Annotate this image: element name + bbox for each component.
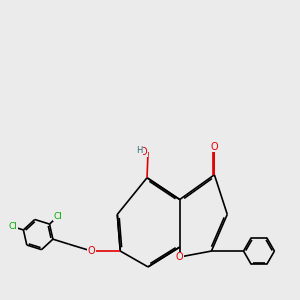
Text: Cl: Cl [8, 222, 17, 231]
Text: Cl: Cl [53, 212, 62, 221]
Text: O: O [140, 147, 147, 157]
Text: O: O [211, 142, 218, 152]
Text: O: O [88, 246, 95, 256]
Text: H: H [136, 146, 143, 155]
Text: O: O [176, 252, 184, 262]
